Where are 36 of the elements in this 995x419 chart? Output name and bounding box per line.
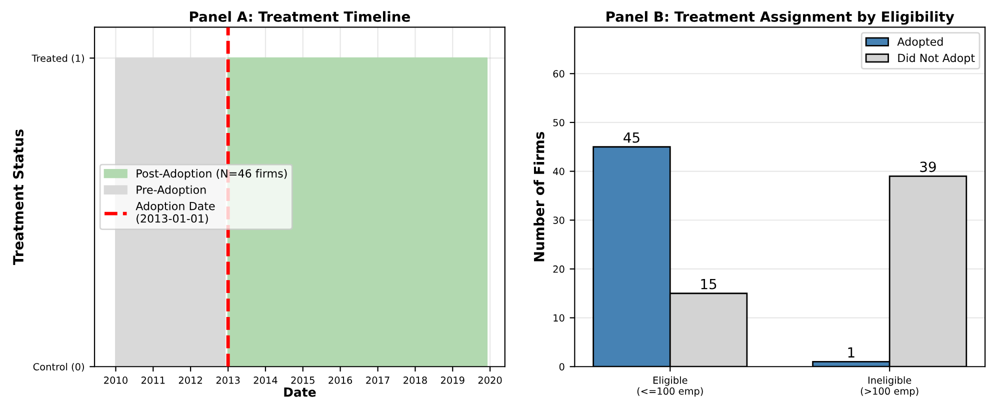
- chart-title: Panel B: Treatment Assignment by Eligibility: [606, 11, 954, 25]
- x-tick-label: 2010: [104, 376, 128, 384]
- data-label: 15: [701, 278, 716, 290]
- legend-label: Pre-Adoption: [136, 185, 206, 196]
- y-tick-label: 40: [553, 168, 564, 176]
- y-tick-label: 60: [553, 70, 564, 78]
- x-tick-label: 2014: [254, 376, 278, 384]
- y-tick-label: 20: [553, 265, 564, 273]
- chart-title: Panel A: Treatment Timeline: [190, 11, 410, 22]
- y-axis-title: Number of Firms: [534, 132, 544, 262]
- x-tick-label: 2013: [216, 376, 240, 384]
- ref-line-label: Adoption Date (2013-01-01): [136, 202, 215, 224]
- x-tick-label: 2011: [141, 376, 165, 384]
- x-tick-label: 2020: [478, 376, 502, 384]
- x-axis-title: Date: [284, 388, 316, 397]
- y-tick-label: 0: [559, 363, 564, 370]
- x-tick-label: 2016: [328, 376, 352, 384]
- x-tick-label: 2019: [440, 376, 464, 384]
- y-axis-title: Treatment Status: [13, 129, 24, 266]
- y-tick-label: Treated (1): [32, 54, 84, 64]
- x-tick-label: 2017: [366, 376, 390, 384]
- x-tick-label: 2018: [404, 376, 427, 384]
- data-label: 1: [848, 347, 854, 358]
- legend-label: Adopted: [897, 37, 943, 48]
- x-tick-label: Ineligible (>100 emp): [860, 376, 918, 397]
- x-tick-label: 2012: [178, 376, 202, 384]
- x-tick-label: 2015: [291, 376, 314, 384]
- legend-label: Post-Adoption (N=46 firms): [136, 169, 287, 180]
- x-tick-label: Eligible (<=100 emp): [637, 376, 703, 397]
- y-tick-label: 30: [553, 216, 564, 224]
- data-label: 45: [624, 132, 640, 143]
- y-tick-label: 10: [554, 314, 564, 322]
- legend-label: Did Not Adopt: [898, 54, 975, 64]
- y-tick-label: Control (0): [33, 362, 84, 372]
- y-tick-label: 50: [553, 118, 564, 126]
- data-label: 39: [920, 162, 936, 172]
